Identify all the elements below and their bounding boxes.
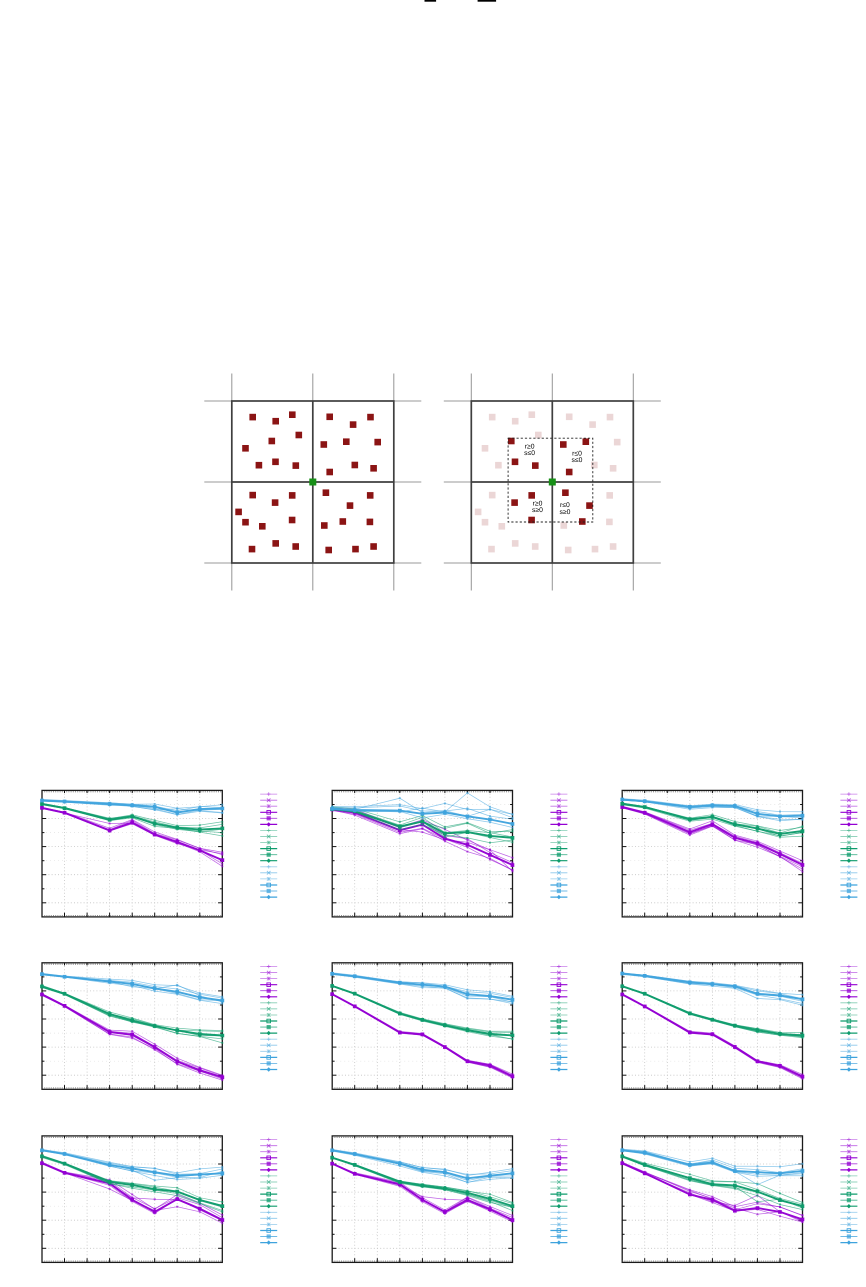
svg-text:s≥0: s≥0 [532, 507, 543, 514]
svg-text:r≥0: r≥0 [533, 500, 543, 507]
svg-text:r≤0: r≤0 [572, 450, 582, 457]
svg-text:s≥0: s≥0 [559, 509, 570, 516]
svg-text:r≥0: r≥0 [525, 444, 535, 451]
svg-text:s≤0: s≤0 [524, 450, 535, 457]
svg-text:s≤0: s≤0 [572, 457, 583, 464]
svg-text:r≤0: r≤0 [560, 502, 570, 509]
